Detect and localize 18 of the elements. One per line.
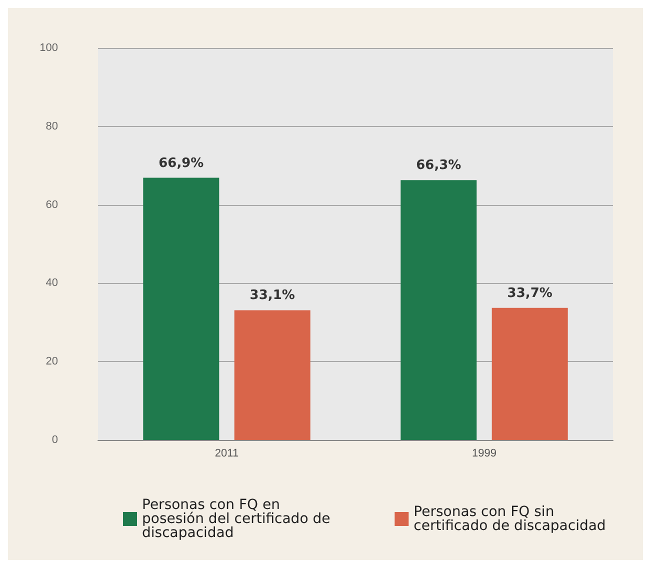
bar [234,310,310,440]
y-tick-label: 80 [46,120,58,132]
bar [143,178,220,440]
y-tick-label: 40 [46,277,58,290]
legend-label: Personas con FQ en posesión del certificado de discapacidad [142,497,335,541]
data-label: 33,1% [250,288,295,304]
data-label: 66,3% [416,158,462,174]
bar [492,308,568,440]
y-tick-label: 60 [46,198,58,211]
bar [400,180,477,440]
y-tick-label: 100 [40,42,58,54]
legend-label: Personas con FQ sin certificado de discapacidad [414,504,606,534]
y-tick-label: 0 [52,434,58,446]
data-label: 33,7% [507,286,552,301]
x-tick-label: 1999 [472,448,496,460]
y-tick-label: 20 [46,356,58,368]
x-tick-label: 2011 [214,448,239,460]
data-label: 66,9% [158,156,204,171]
